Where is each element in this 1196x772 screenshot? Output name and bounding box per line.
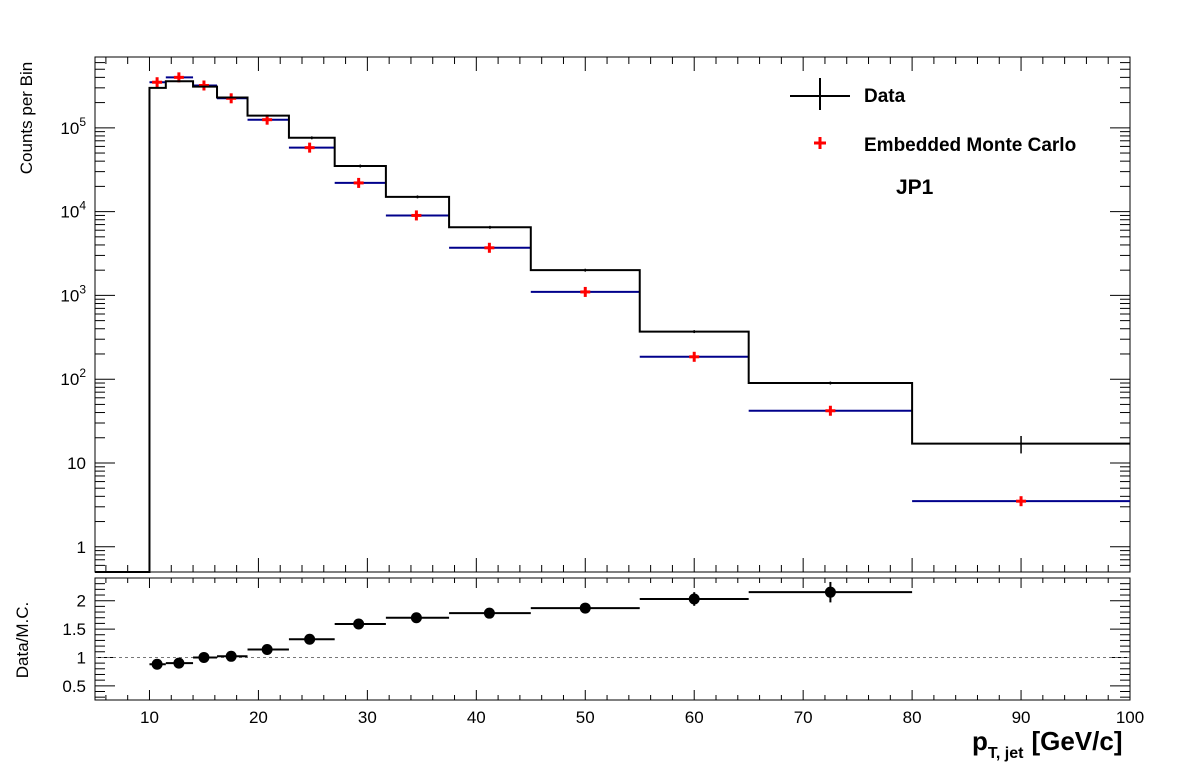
chart-annotation: JP1 bbox=[896, 176, 934, 199]
ratio-point bbox=[261, 643, 273, 655]
ratio-plot-frame bbox=[94, 577, 1131, 701]
x-tick-label: 80 bbox=[903, 708, 922, 727]
ratio-y-tick-label: 2 bbox=[77, 592, 86, 611]
x-tick-label: 100 bbox=[1116, 708, 1144, 727]
main-y-tick-label: 102 bbox=[60, 366, 86, 389]
ratio-point bbox=[173, 657, 185, 669]
ratio-point bbox=[410, 612, 422, 624]
ratio-point bbox=[151, 658, 163, 670]
ratio-y-axis-title: Data/M.C. bbox=[13, 602, 32, 679]
ratio-panel: 10 20 30 40 50 60 70 80 90 100 0.5 1 1.5 2 bbox=[62, 577, 1144, 727]
ratio-y-tick-label: 0.5 bbox=[62, 677, 86, 696]
main-panel: 1 10 102 103 104 105 bbox=[60, 56, 1131, 573]
x-tick-label: 30 bbox=[358, 708, 377, 727]
main-y-tick-label: 103 bbox=[60, 282, 86, 305]
x-tick-label: 40 bbox=[467, 708, 486, 727]
ratio-point bbox=[225, 650, 237, 662]
ratio-y-tick-label: 1 bbox=[77, 648, 86, 667]
legend-mc-marker bbox=[814, 137, 826, 149]
ratio-point bbox=[824, 586, 836, 598]
x-tick-label: 60 bbox=[685, 708, 704, 727]
x-tick-label: 10 bbox=[140, 708, 159, 727]
ratio-point bbox=[688, 593, 700, 605]
x-tick-label: 70 bbox=[794, 708, 813, 727]
legend-data-label: Data bbox=[864, 86, 906, 107]
x-axis-title-subscript: T, jet bbox=[988, 745, 1024, 762]
ratio-point bbox=[304, 633, 316, 645]
legend-mc-label: Embedded Monte Carlo bbox=[864, 135, 1076, 156]
ratio-point bbox=[198, 651, 210, 663]
x-tick-label: 90 bbox=[1012, 708, 1031, 727]
x-tick-label: 50 bbox=[576, 708, 595, 727]
main-y-axis-title: Counts per Bin bbox=[17, 62, 36, 174]
x-tick-label: 20 bbox=[249, 708, 268, 727]
ratio-point bbox=[353, 618, 365, 630]
ratio-point bbox=[483, 607, 495, 619]
main-y-tick-label: 1 bbox=[77, 538, 86, 557]
main-y-tick-label: 10 bbox=[67, 454, 86, 473]
main-plot-frame bbox=[94, 56, 1131, 573]
x-axis-title-unit: [GeV/c] bbox=[1031, 726, 1122, 756]
ratio-y-tick-label: 1.5 bbox=[62, 620, 86, 639]
x-axis-title: pT, jet [GeV/c] bbox=[972, 726, 1122, 762]
ratio-point bbox=[579, 602, 591, 614]
main-y-tick-label: 105 bbox=[60, 115, 86, 138]
main-y-tick-label: 104 bbox=[60, 199, 86, 222]
x-axis-title-symbol: p bbox=[972, 726, 988, 756]
legend: Data Embedded Monte Carlo bbox=[790, 78, 1076, 156]
